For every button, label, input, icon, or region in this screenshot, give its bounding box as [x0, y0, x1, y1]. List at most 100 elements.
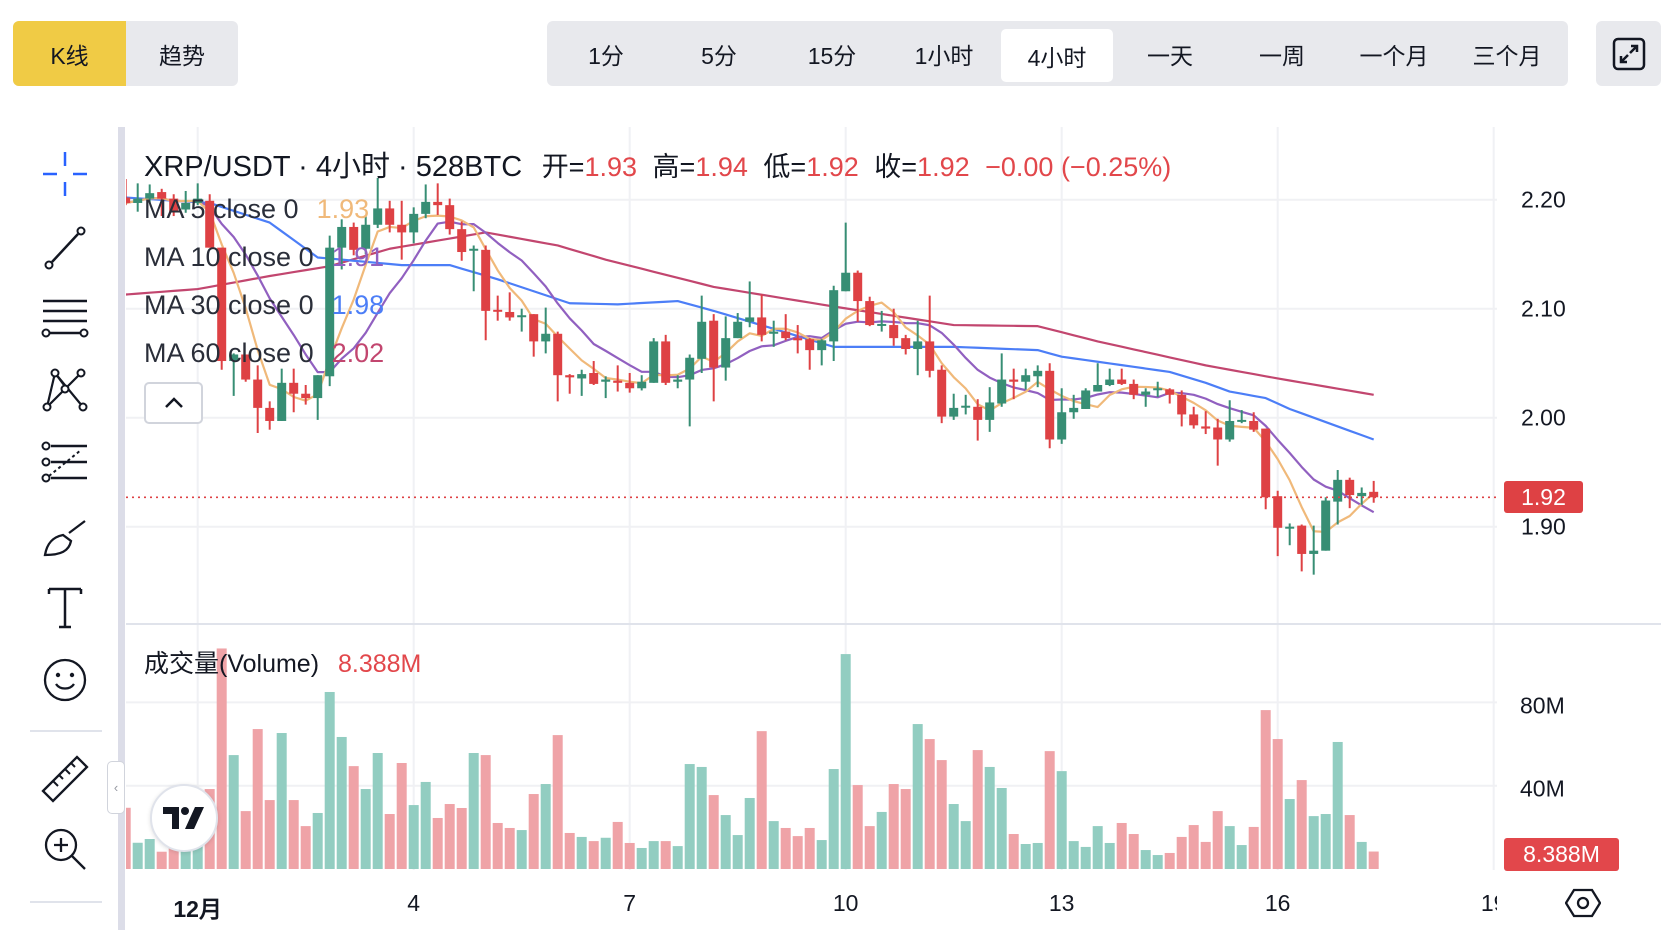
- volume-bar: [504, 827, 515, 869]
- legend-collapse-button[interactable]: [144, 382, 203, 424]
- timeframe-5m[interactable]: 5分: [701, 42, 737, 69]
- price-tick: 1.90: [1521, 513, 1566, 540]
- candle-body: [205, 200, 215, 248]
- timeframe-1w[interactable]: 一周: [1259, 42, 1305, 69]
- candle-body: [1129, 383, 1139, 395]
- candle-body: [469, 248, 479, 251]
- candle: [1009, 368, 1019, 400]
- candle: [745, 281, 755, 328]
- candle: [1261, 428, 1271, 510]
- volume-bar: [672, 846, 683, 869]
- candle-body: [157, 192, 167, 199]
- candle-body: [925, 341, 935, 371]
- timeframe-1h[interactable]: 1小时: [914, 42, 974, 69]
- volume-bar: [540, 784, 551, 869]
- trend-line-tool[interactable]: [37, 219, 93, 275]
- candle: [529, 314, 539, 357]
- candle: [781, 314, 791, 341]
- candle: [133, 183, 143, 212]
- candle: [1045, 363, 1055, 449]
- candle-body: [1249, 420, 1259, 430]
- timeframe-1m[interactable]: 1分: [588, 42, 624, 69]
- candle-body: [913, 341, 923, 350]
- volume-bar: [126, 807, 131, 869]
- horizontal-lines-tool[interactable]: [37, 289, 93, 345]
- candle-body: [349, 226, 359, 250]
- volume-bar: [1344, 815, 1355, 869]
- volume-bar: [564, 832, 575, 869]
- volume-legend: 成交量(Volume) 8.388M: [144, 644, 421, 680]
- timeframe-1d[interactable]: 一天: [1147, 42, 1193, 69]
- volume-bar: [1188, 825, 1199, 869]
- volume-bar: [1140, 850, 1151, 869]
- volume-bar: [624, 842, 635, 869]
- candle-body: [1285, 526, 1295, 529]
- volume-bar: [1128, 834, 1139, 869]
- crosshair-tool[interactable]: [37, 146, 93, 202]
- candle-body: [769, 331, 779, 334]
- ma-legend-10: MA 10 close 0 1.91: [144, 242, 384, 273]
- volume-bar: [1056, 771, 1067, 869]
- candle-body: [241, 354, 251, 380]
- volume-bar: [432, 817, 443, 869]
- candle-body: [589, 373, 599, 384]
- timeframe-15m[interactable]: 15分: [807, 42, 857, 69]
- ruler-tool[interactable]: [37, 751, 93, 807]
- fib-tool[interactable]: [37, 436, 93, 492]
- candle: [673, 375, 683, 389]
- volume-bar: [168, 844, 179, 869]
- candle: [157, 188, 167, 217]
- pattern-tool[interactable]: [37, 361, 93, 417]
- volume-bar: [480, 755, 491, 869]
- volume-bar: [324, 691, 335, 869]
- candle: [1345, 477, 1355, 509]
- candle-body: [361, 224, 371, 249]
- volume-bar: [276, 733, 287, 869]
- candle: [241, 354, 251, 382]
- candle-body: [757, 317, 767, 335]
- toolbar-collapse-handle[interactable]: ‹: [107, 761, 125, 814]
- timeframe-4h[interactable]: 4小时: [1001, 29, 1113, 82]
- candle-body: [949, 407, 959, 417]
- timeframe-1mo[interactable]: 一个月: [1359, 42, 1429, 69]
- volume-bar: [1032, 842, 1043, 869]
- brush-tool[interactable]: [37, 509, 93, 565]
- volume-tick: 80M: [1520, 692, 1565, 719]
- volume-bar: [900, 789, 911, 869]
- volume-bar: [1116, 822, 1127, 869]
- candle: [1297, 524, 1307, 572]
- timeframe-3mo[interactable]: 三个月: [1472, 42, 1542, 69]
- candle-body: [313, 375, 323, 399]
- candle-body: [1105, 379, 1115, 385]
- zoom-in-tool[interactable]: [37, 821, 93, 877]
- tab-kline[interactable]: K线: [13, 21, 126, 86]
- volume-bar: [384, 814, 395, 869]
- tradingview-logo[interactable]: [150, 784, 218, 852]
- candle: [625, 373, 635, 393]
- candle-body: [733, 321, 743, 339]
- settings-button[interactable]: [1564, 887, 1602, 919]
- candle: [1369, 480, 1379, 503]
- volume-bar: [456, 807, 467, 869]
- volume-bar: [840, 654, 851, 869]
- volume-bar: [1092, 826, 1103, 869]
- fullscreen-button[interactable]: [1596, 21, 1661, 86]
- candle: [1285, 523, 1295, 546]
- candle-body: [277, 382, 287, 421]
- ma-value: 1.93: [316, 194, 370, 224]
- change-value: −0.00 (−0.25%): [985, 152, 1172, 182]
- candle-body: [1117, 379, 1127, 384]
- candle: [889, 308, 899, 346]
- candle: [541, 307, 551, 354]
- volume-bar: [600, 837, 611, 869]
- volume-bar: [396, 763, 407, 869]
- high-label: 高=: [652, 152, 696, 182]
- candle: [433, 183, 443, 215]
- candle: [769, 320, 779, 347]
- candle-body: [1333, 479, 1343, 502]
- tab-trend[interactable]: 趋势: [159, 42, 205, 69]
- text-tool[interactable]: [37, 579, 93, 635]
- candle: [373, 177, 383, 229]
- emoji-tool[interactable]: [37, 652, 93, 708]
